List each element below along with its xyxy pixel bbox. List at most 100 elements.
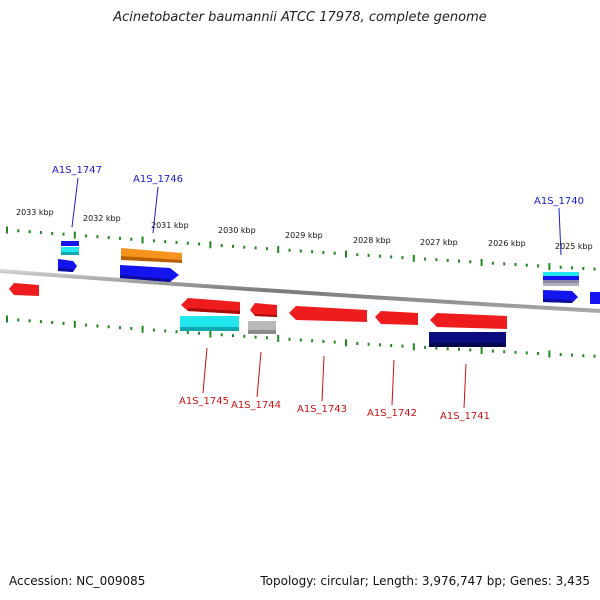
minor-tick — [17, 318, 20, 322]
minor-tick — [175, 330, 178, 334]
minor-tick — [232, 244, 234, 248]
minor-tick — [333, 251, 336, 255]
genome-summary-text: Topology: circular; Length: 3,976,747 bp… — [260, 574, 590, 588]
minor-tick — [435, 258, 438, 262]
gene-a1s-1747[interactable] — [58, 241, 79, 272]
gene-label-a1s-1742[interactable]: A1S_1742 — [367, 408, 417, 419]
gene-a1s-1743[interactable] — [289, 306, 367, 322]
minor-tick — [288, 337, 291, 341]
minor-tick — [435, 346, 438, 350]
gene-a1s-1745[interactable] — [180, 298, 240, 331]
minor-tick — [96, 324, 99, 328]
minor-tick — [119, 326, 121, 330]
kbp-label: 2029 kbp — [285, 231, 323, 240]
kbp-labels: 2033 kbp 2032 kbp 2031 kbp 2030 kbp 2029… — [16, 208, 593, 251]
minor-tick — [51, 231, 54, 235]
minor-tick — [164, 240, 167, 244]
minor-tick — [51, 321, 54, 324]
minor-tick — [152, 328, 155, 332]
minor-tick — [62, 321, 65, 325]
gene-reverse-left[interactable] — [9, 283, 39, 296]
major-tick — [412, 254, 415, 262]
major-tick — [480, 259, 483, 266]
kbp-label: 2027 kbp — [420, 238, 458, 247]
tick-track-top — [6, 226, 596, 271]
minor-tick — [446, 347, 449, 351]
minor-tick — [537, 264, 540, 268]
page-title: Acinetobacter baumannii ATCC 17978, comp… — [113, 10, 487, 25]
gene-label-a1s-1740[interactable]: A1S_1740 — [534, 196, 584, 207]
major-tick — [209, 330, 212, 338]
minor-tick — [514, 263, 517, 266]
minor-tick — [571, 353, 573, 357]
kbp-label: 2025 kbp — [555, 242, 593, 251]
major-tick — [548, 263, 551, 270]
minor-tick — [356, 342, 359, 345]
gene-a1s-1742[interactable] — [375, 311, 418, 325]
gene-a1s-1744[interactable] — [248, 303, 277, 334]
minor-tick — [390, 344, 393, 347]
gene-label-a1s-1741[interactable]: A1S_1741 — [440, 411, 490, 422]
callouts-top — [71, 177, 562, 256]
minor-tick — [96, 235, 99, 239]
minor-tick — [322, 251, 325, 254]
minor-tick — [311, 339, 314, 343]
minor-tick — [220, 244, 223, 248]
minor-tick — [571, 266, 573, 270]
major-tick — [480, 347, 483, 354]
minor-tick — [85, 234, 88, 238]
minor-tick — [28, 230, 31, 234]
minor-tick — [378, 343, 381, 347]
minor-tick — [582, 267, 585, 270]
minor-tick — [265, 336, 268, 340]
minor-tick — [186, 331, 189, 334]
tick-track-bottom — [6, 315, 596, 358]
minor-tick — [152, 239, 155, 243]
minor-tick — [243, 334, 246, 338]
gene-label-a1s-1744[interactable]: A1S_1744 — [231, 400, 281, 411]
minor-tick — [469, 260, 472, 264]
minor-tick — [367, 253, 370, 257]
kbp-label: 2028 kbp — [353, 236, 391, 245]
minor-tick — [593, 267, 596, 271]
minor-tick — [559, 265, 562, 269]
gene-label-a1s-1747[interactable]: A1S_1747 — [52, 165, 102, 176]
minor-tick — [243, 245, 246, 249]
major-tick — [345, 339, 347, 347]
minor-tick — [525, 351, 528, 355]
minor-tick — [525, 263, 528, 267]
kbp-label: 2030 kbp — [218, 226, 256, 235]
gene-a1s-1740[interactable] — [543, 272, 600, 304]
major-tick — [6, 315, 8, 323]
major-tick — [345, 250, 347, 258]
minor-tick — [164, 329, 167, 333]
minor-tick — [130, 327, 133, 330]
accession-text: Accession: NC_009085 — [9, 574, 146, 588]
gene-a1s-1741[interactable] — [429, 313, 507, 347]
gene-label-a1s-1746[interactable]: A1S_1746 — [133, 174, 183, 185]
minor-tick — [559, 353, 562, 357]
gene-label-a1s-1743[interactable]: A1S_1743 — [297, 404, 347, 415]
minor-tick — [119, 236, 121, 240]
gene-a1s-1746[interactable] — [120, 248, 182, 282]
minor-tick — [333, 340, 336, 344]
minor-tick — [424, 345, 427, 349]
minor-tick — [85, 323, 88, 327]
minor-tick — [503, 262, 506, 266]
minor-tick — [491, 349, 494, 353]
minor-tick — [299, 338, 302, 342]
minor-tick — [220, 333, 223, 337]
minor-tick — [107, 325, 110, 329]
genome-backbone — [0, 269, 600, 313]
kbp-label: 2026 kbp — [488, 239, 526, 248]
minor-tick — [288, 248, 291, 252]
gene-label-a1s-1745[interactable]: A1S_1745 — [179, 396, 229, 407]
minor-tick — [367, 342, 370, 346]
minor-tick — [390, 255, 393, 259]
minor-tick — [265, 247, 268, 251]
minor-tick — [198, 242, 201, 246]
minor-tick — [537, 352, 540, 355]
minor-tick — [458, 259, 460, 263]
major-tick — [6, 226, 8, 234]
